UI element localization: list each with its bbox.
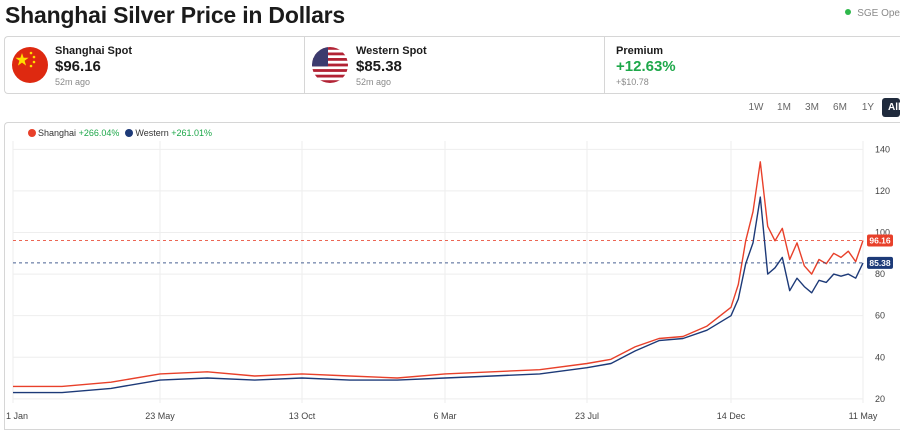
market-status-label: SGE Ope xyxy=(857,8,900,19)
legend-shanghai-name: Shanghai xyxy=(38,128,77,138)
shanghai-end-label: 96.16 xyxy=(869,235,891,245)
legend-shanghai-change: +266.04% xyxy=(78,128,120,138)
chart-legend: Shanghai +266.04% Western +261.01% xyxy=(28,128,212,138)
range-all-button[interactable]: All xyxy=(882,98,900,117)
legend-shanghai[interactable]: Shanghai +266.04% xyxy=(28,128,119,138)
range-1m-button[interactable]: 1M xyxy=(777,102,791,113)
usa-flag-icon xyxy=(312,47,348,83)
x-tick-label: 14 Dec xyxy=(717,411,746,421)
shanghai-spot-updated: 52m ago xyxy=(55,77,91,87)
y-tick-label: 60 xyxy=(875,311,885,321)
legend-western-name: Western xyxy=(135,128,169,138)
shanghai-spot-card: Shanghai Spot $96.16 52m ago xyxy=(5,37,305,93)
price-chart-svg[interactable]: 20 40 60 80 100 120 140 1 Jan 23 May 13 Oct 6 Mar 2… xyxy=(5,123,900,430)
premium-value: +12.63% xyxy=(616,58,676,75)
western-end-badge xyxy=(867,256,893,269)
x-tick-label: 23 Jul xyxy=(575,411,599,421)
range-6m-button[interactable]: 6M xyxy=(833,102,847,113)
western-spot-label: Western Spot xyxy=(356,45,427,57)
premium-label: Premium xyxy=(616,45,664,57)
market-status: SGE Ope xyxy=(845,8,900,19)
premium-card: Premium +12.63% +$10.78 xyxy=(605,37,900,93)
range-1w-button[interactable]: 1W xyxy=(748,102,764,113)
y-tick-label: 80 xyxy=(875,269,885,279)
x-tick-label: 11 May xyxy=(849,411,878,421)
shanghai-end-badge xyxy=(867,234,893,247)
western-end-label: 85.38 xyxy=(869,258,891,268)
range-selector: 1W 1M 3M 6M 1Y All xyxy=(742,98,900,117)
western-spot-card: Western Spot $85.38 52m ago xyxy=(305,37,605,93)
range-1y-button[interactable]: 1Y xyxy=(861,102,875,113)
premium-diff: +$10.78 xyxy=(616,77,649,87)
range-3m-button[interactable]: 3M xyxy=(805,102,819,113)
x-tick-label: 6 Mar xyxy=(433,411,456,421)
y-tick-label: 100 xyxy=(875,227,890,237)
y-tick-label: 40 xyxy=(875,352,885,362)
price-cards: Shanghai Spot $96.16 52m ago Western Spo… xyxy=(4,36,900,94)
china-flag-icon xyxy=(12,47,48,83)
western-spot-value: $85.38 xyxy=(356,58,402,75)
x-tick-label: 13 Oct xyxy=(289,411,316,421)
y-tick-label: 20 xyxy=(875,394,885,404)
price-chart[interactable]: 20 40 60 80 100 120 140 1 Jan 23 May 13 Oct 6 Mar 2… xyxy=(4,122,900,430)
page-title: Shanghai Silver Price in Dollars xyxy=(5,2,346,28)
y-tick-label: 120 xyxy=(875,186,890,196)
western-spot-updated: 52m ago xyxy=(356,77,392,87)
shanghai-spot-label: Shanghai Spot xyxy=(55,45,132,57)
x-tick-label: 23 May xyxy=(145,411,175,421)
western-legend-dot-icon xyxy=(125,129,134,137)
status-dot-icon xyxy=(845,9,852,15)
x-tick-label: 1 Jan xyxy=(6,411,28,421)
shanghai-spot-value: $96.16 xyxy=(55,58,101,75)
shanghai-legend-dot-icon xyxy=(28,129,36,137)
y-tick-label: 140 xyxy=(875,144,890,154)
legend-western-change: +261.01% xyxy=(171,128,213,138)
legend-western[interactable]: Western +261.01% xyxy=(125,128,212,138)
